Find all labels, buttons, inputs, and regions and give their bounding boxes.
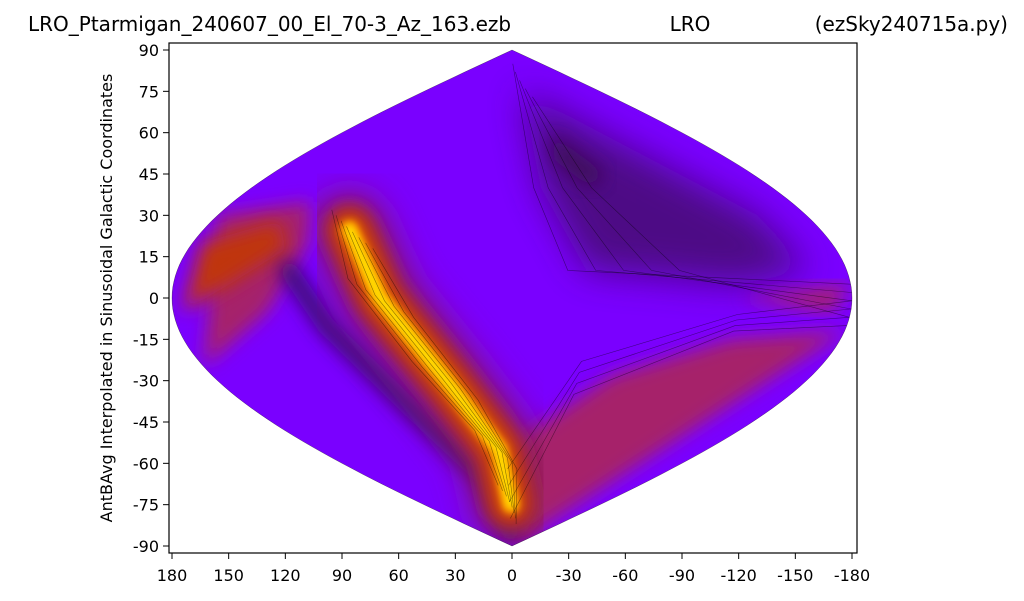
north-contour xyxy=(512,63,851,285)
ridge-contour xyxy=(331,209,499,486)
x-tick-label: 180 xyxy=(157,566,188,585)
x-tick-label: -150 xyxy=(777,566,813,585)
warm-region-east-edge xyxy=(738,284,851,312)
left-lobe-core xyxy=(182,220,288,312)
y-axis: 90 75 60 45 30 15 0 -15 -30 -45 -60 -75 -90 xyxy=(133,41,169,556)
x-tick-label: 90 xyxy=(332,566,352,585)
x-tick-label: -60 xyxy=(612,566,638,585)
north-contour xyxy=(532,96,850,318)
dark-core-north xyxy=(549,132,606,188)
ridge-contour xyxy=(340,220,507,497)
north-contour xyxy=(525,88,852,310)
ridge-contour xyxy=(365,242,516,519)
ridge-contour xyxy=(358,237,515,513)
ridge-peak xyxy=(344,224,516,510)
y-tick-label: -15 xyxy=(133,330,159,349)
y-tick-label: 15 xyxy=(139,248,159,267)
x-tick-label: 120 xyxy=(270,566,301,585)
x-tick-label: 30 xyxy=(445,566,465,585)
sinusoidal-outline xyxy=(171,49,853,547)
y-tick-label: 90 xyxy=(139,41,159,60)
y-tick-label: -90 xyxy=(133,537,159,556)
x-axis: 180 150 120 90 60 30 0 -30 -60 -90 -120 -150 -180 xyxy=(157,553,870,585)
dark-region-north xyxy=(521,91,810,285)
x-tick-label: 0 xyxy=(507,566,517,585)
warm-region-south xyxy=(512,331,845,546)
south-contour xyxy=(509,317,850,503)
x-tick-label: -120 xyxy=(721,566,757,585)
north-contour xyxy=(515,71,852,293)
south-contour xyxy=(510,325,847,519)
heatmap-area xyxy=(172,50,852,546)
y-tick-label: -75 xyxy=(133,496,159,515)
contour-lines xyxy=(331,63,852,525)
y-tick-label: 30 xyxy=(139,206,159,225)
y-tick-label: 60 xyxy=(139,124,159,143)
x-tick-label: -30 xyxy=(556,566,582,585)
chart-title: LRO_Ptarmigan_240607_00_El_70-3_Az_163.e… xyxy=(28,12,511,36)
y-tick-label: 75 xyxy=(139,82,159,101)
x-tick-label: 60 xyxy=(388,566,408,585)
south-contour xyxy=(508,308,852,486)
north-contour xyxy=(519,80,852,302)
ridge-contour xyxy=(372,248,518,525)
chart-subtitle-center: LRO xyxy=(670,12,711,36)
chart-script-name: (ezSky240715a.py) xyxy=(815,12,1008,36)
y-axis-label: AntBAvg Interpolated in Sinusoidal Galac… xyxy=(97,74,116,523)
ridge-contour xyxy=(352,231,513,508)
ridge-contour xyxy=(346,226,510,502)
south-contour xyxy=(507,300,852,469)
ridge-contour xyxy=(335,215,503,492)
x-tick-label: -180 xyxy=(834,566,870,585)
y-tick-label: -45 xyxy=(133,413,159,432)
y-tick-label: -30 xyxy=(133,372,159,391)
x-tick-label: 150 xyxy=(213,566,244,585)
y-tick-label: 0 xyxy=(149,289,159,308)
y-tick-label: 45 xyxy=(139,165,159,184)
y-tick-label: -60 xyxy=(133,454,159,473)
x-tick-label: -90 xyxy=(669,566,695,585)
